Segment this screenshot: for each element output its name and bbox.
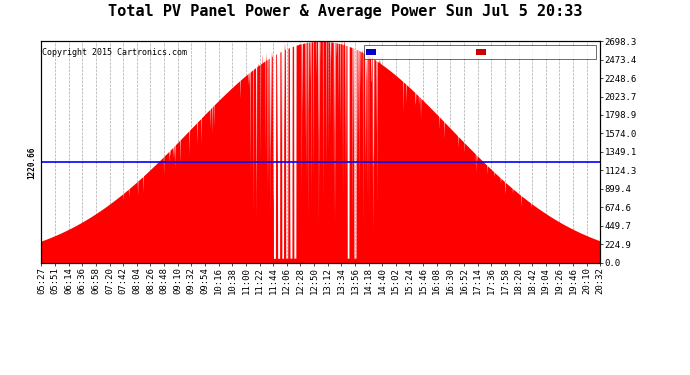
Text: Total PV Panel Power & Average Power Sun Jul 5 20:33: Total PV Panel Power & Average Power Sun… bbox=[108, 4, 582, 19]
Text: 1220.66: 1220.66 bbox=[27, 146, 36, 178]
Legend: Average  (DC Watts), PV Panels  (DC Watts): Average (DC Watts), PV Panels (DC Watts) bbox=[364, 45, 596, 59]
Text: Copyright 2015 Cartronics.com: Copyright 2015 Cartronics.com bbox=[42, 48, 187, 57]
